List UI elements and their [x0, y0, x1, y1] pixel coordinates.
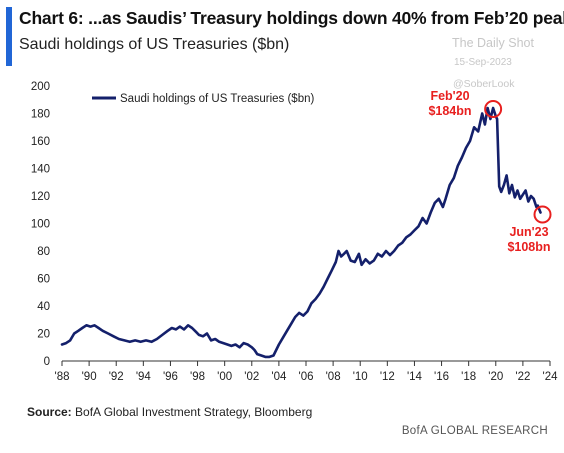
- x-tick-label: '24: [543, 371, 559, 383]
- y-tick-label: 180: [31, 109, 50, 121]
- x-tick-label: '02: [244, 371, 259, 383]
- chart-title: Chart 6: ...as Saudis’ Treasury holdings…: [19, 8, 564, 28]
- series-layer: [60, 106, 542, 359]
- x-axis: '88 '90 '92 '94 '96 '98 '00 '02 '04 '06 '08 '10 '12 '…: [55, 360, 559, 383]
- x-tick-label: '92: [109, 371, 124, 383]
- x-tick-label: '88: [55, 371, 70, 383]
- source-note: Source: BofA Global Investment Strategy,…: [27, 405, 312, 419]
- y-tick-label: 100: [31, 219, 50, 231]
- x-tick-label: '90: [82, 371, 97, 383]
- current-marker-circle: [533, 205, 552, 224]
- x-tick-label: '16: [434, 371, 449, 383]
- peak-marker-circle: [484, 100, 503, 118]
- watermark-date: 15-Sep-2023: [454, 57, 512, 68]
- y-tick-label: 60: [37, 274, 50, 286]
- y-tick-label: 140: [31, 164, 50, 176]
- x-tick-label: '00: [217, 371, 232, 383]
- current-annotation-date: Jun'23: [509, 225, 548, 239]
- x-tick-label: '14: [407, 371, 423, 383]
- x-tick-label: '10: [353, 371, 368, 383]
- legend-label: Saudi holdings of US Treasuries ($bn): [120, 93, 314, 105]
- watermark-brand: The Daily Shot: [452, 36, 534, 50]
- x-tick-label: '20: [488, 371, 503, 383]
- annotation-layer: Feb'20$184bn Jun'23$108bn: [428, 89, 552, 254]
- y-tick-label: 160: [31, 136, 50, 148]
- y-tick-label: 80: [37, 246, 50, 258]
- y-tick-label: 0: [44, 356, 50, 368]
- x-tick-label: '06: [299, 371, 314, 383]
- source-label: Source:: [27, 405, 72, 419]
- y-tick-label: 120: [31, 191, 50, 203]
- title-accent-bar: [6, 7, 12, 66]
- chart-subtitle: Saudi holdings of US Treasuries ($bn): [19, 36, 290, 53]
- x-tick-label: '04: [271, 371, 287, 383]
- x-tick-label: '98: [190, 371, 205, 383]
- watermark-handle: @SoberLook: [453, 78, 515, 90]
- x-tick-label: '94: [136, 371, 152, 383]
- credit-text: BofA GLOBAL RESEARCH: [401, 425, 548, 437]
- y-axis: 0 20 40 60 80 100 120 140 160 180 200: [31, 81, 50, 368]
- series-line: [60, 106, 542, 359]
- source-text: BofA Global Investment Strategy, Bloombe…: [75, 405, 313, 419]
- x-tick-label: '96: [163, 371, 178, 383]
- y-tick-label: 40: [37, 301, 50, 313]
- x-tick-label: '08: [326, 371, 341, 383]
- x-tick-label: '18: [461, 371, 476, 383]
- x-tick-label: '22: [515, 371, 530, 383]
- peak-annotation-date: Feb'20: [430, 89, 469, 103]
- y-tick-label: 20: [37, 329, 50, 341]
- peak-annotation-value: $184bn: [428, 104, 471, 118]
- current-annotation-value: $108bn: [507, 240, 550, 254]
- chart-legend: Saudi holdings of US Treasuries ($bn): [92, 93, 314, 105]
- x-tick-label: '12: [380, 371, 395, 383]
- y-tick-label: 200: [31, 81, 50, 93]
